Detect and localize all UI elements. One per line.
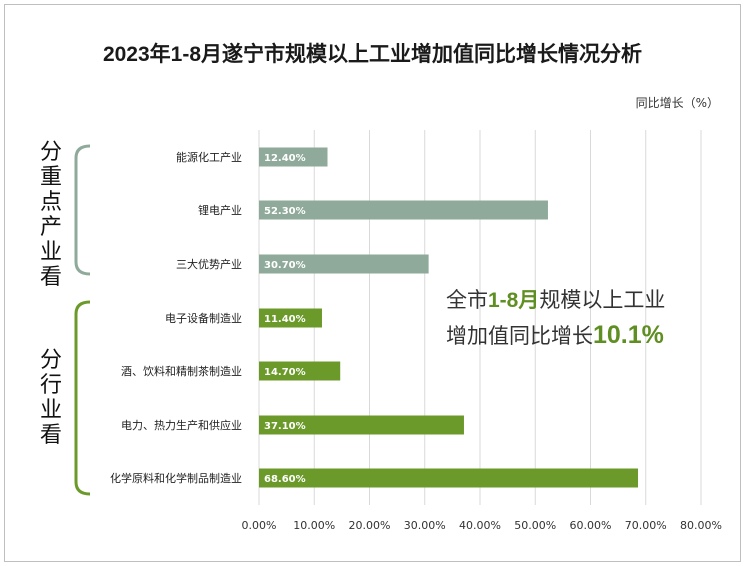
summary-prefix: 全市: [446, 288, 488, 312]
bar: [259, 254, 429, 274]
group-label-key-industries: 分重点产业看: [39, 140, 62, 290]
x-tick-label: 60.00%: [570, 519, 612, 532]
summary-line-2: 增加值同比增长10.1%: [446, 318, 726, 353]
bar-value-label: 12.40%: [264, 153, 306, 164]
bar-value-label: 68.60%: [264, 474, 306, 485]
category-label: 酒、饮料和精制茶制造业: [121, 364, 242, 378]
x-tick-label: 0.00%: [242, 519, 277, 532]
bar-value-label: 30.70%: [264, 260, 306, 271]
chart-title: 2023年1-8月遂宁市规模以上工业增加值同比增长情况分析: [102, 43, 643, 66]
bar-value-label: 11.40%: [264, 314, 306, 325]
summary-line-1: 全市1-8月规模以上工业: [446, 283, 726, 318]
category-label: 电子设备制造业: [165, 311, 242, 325]
group-label-by-sector: 分行业看: [39, 348, 62, 448]
bar: [259, 147, 328, 167]
category-label: 能源化工产业: [176, 150, 242, 164]
bar: [259, 415, 464, 435]
bar-value-label: 14.70%: [264, 367, 306, 378]
summary-line2-prefix: 增加值同比增长: [446, 324, 593, 348]
x-tick-label: 10.00%: [293, 519, 335, 532]
bar: [259, 468, 639, 488]
x-tick-label: 50.00%: [514, 519, 556, 532]
x-tick-label: 70.00%: [625, 519, 667, 532]
sector-bracket: [74, 300, 91, 496]
bar-value-label: 37.10%: [264, 421, 306, 432]
x-tick-label: 30.00%: [404, 519, 446, 532]
bar: [259, 200, 548, 220]
unit-label: 同比增长（%）: [635, 96, 719, 110]
summary-value: 10.1%: [593, 321, 664, 349]
x-tick-label: 40.00%: [459, 519, 501, 532]
bar: [259, 308, 322, 328]
category-label: 化学原料和化学制品制造业: [110, 471, 242, 485]
bar-value-label: 52.30%: [264, 206, 306, 217]
summary-middle: 规模以上工业: [539, 288, 666, 312]
bar: [259, 361, 341, 381]
x-tick-label: 20.00%: [349, 519, 391, 532]
x-tick-label: 80.00%: [680, 519, 722, 532]
category-label: 三大优势产业: [176, 257, 242, 271]
summary-period: 1-8月: [488, 289, 540, 312]
key-industry-bracket: [74, 144, 91, 276]
summary-callout: 全市1-8月规模以上工业 增加值同比增长10.1%: [446, 283, 726, 353]
category-label: 电力、热力生产和供应业: [121, 418, 242, 432]
category-label: 锂电产业: [198, 203, 242, 217]
